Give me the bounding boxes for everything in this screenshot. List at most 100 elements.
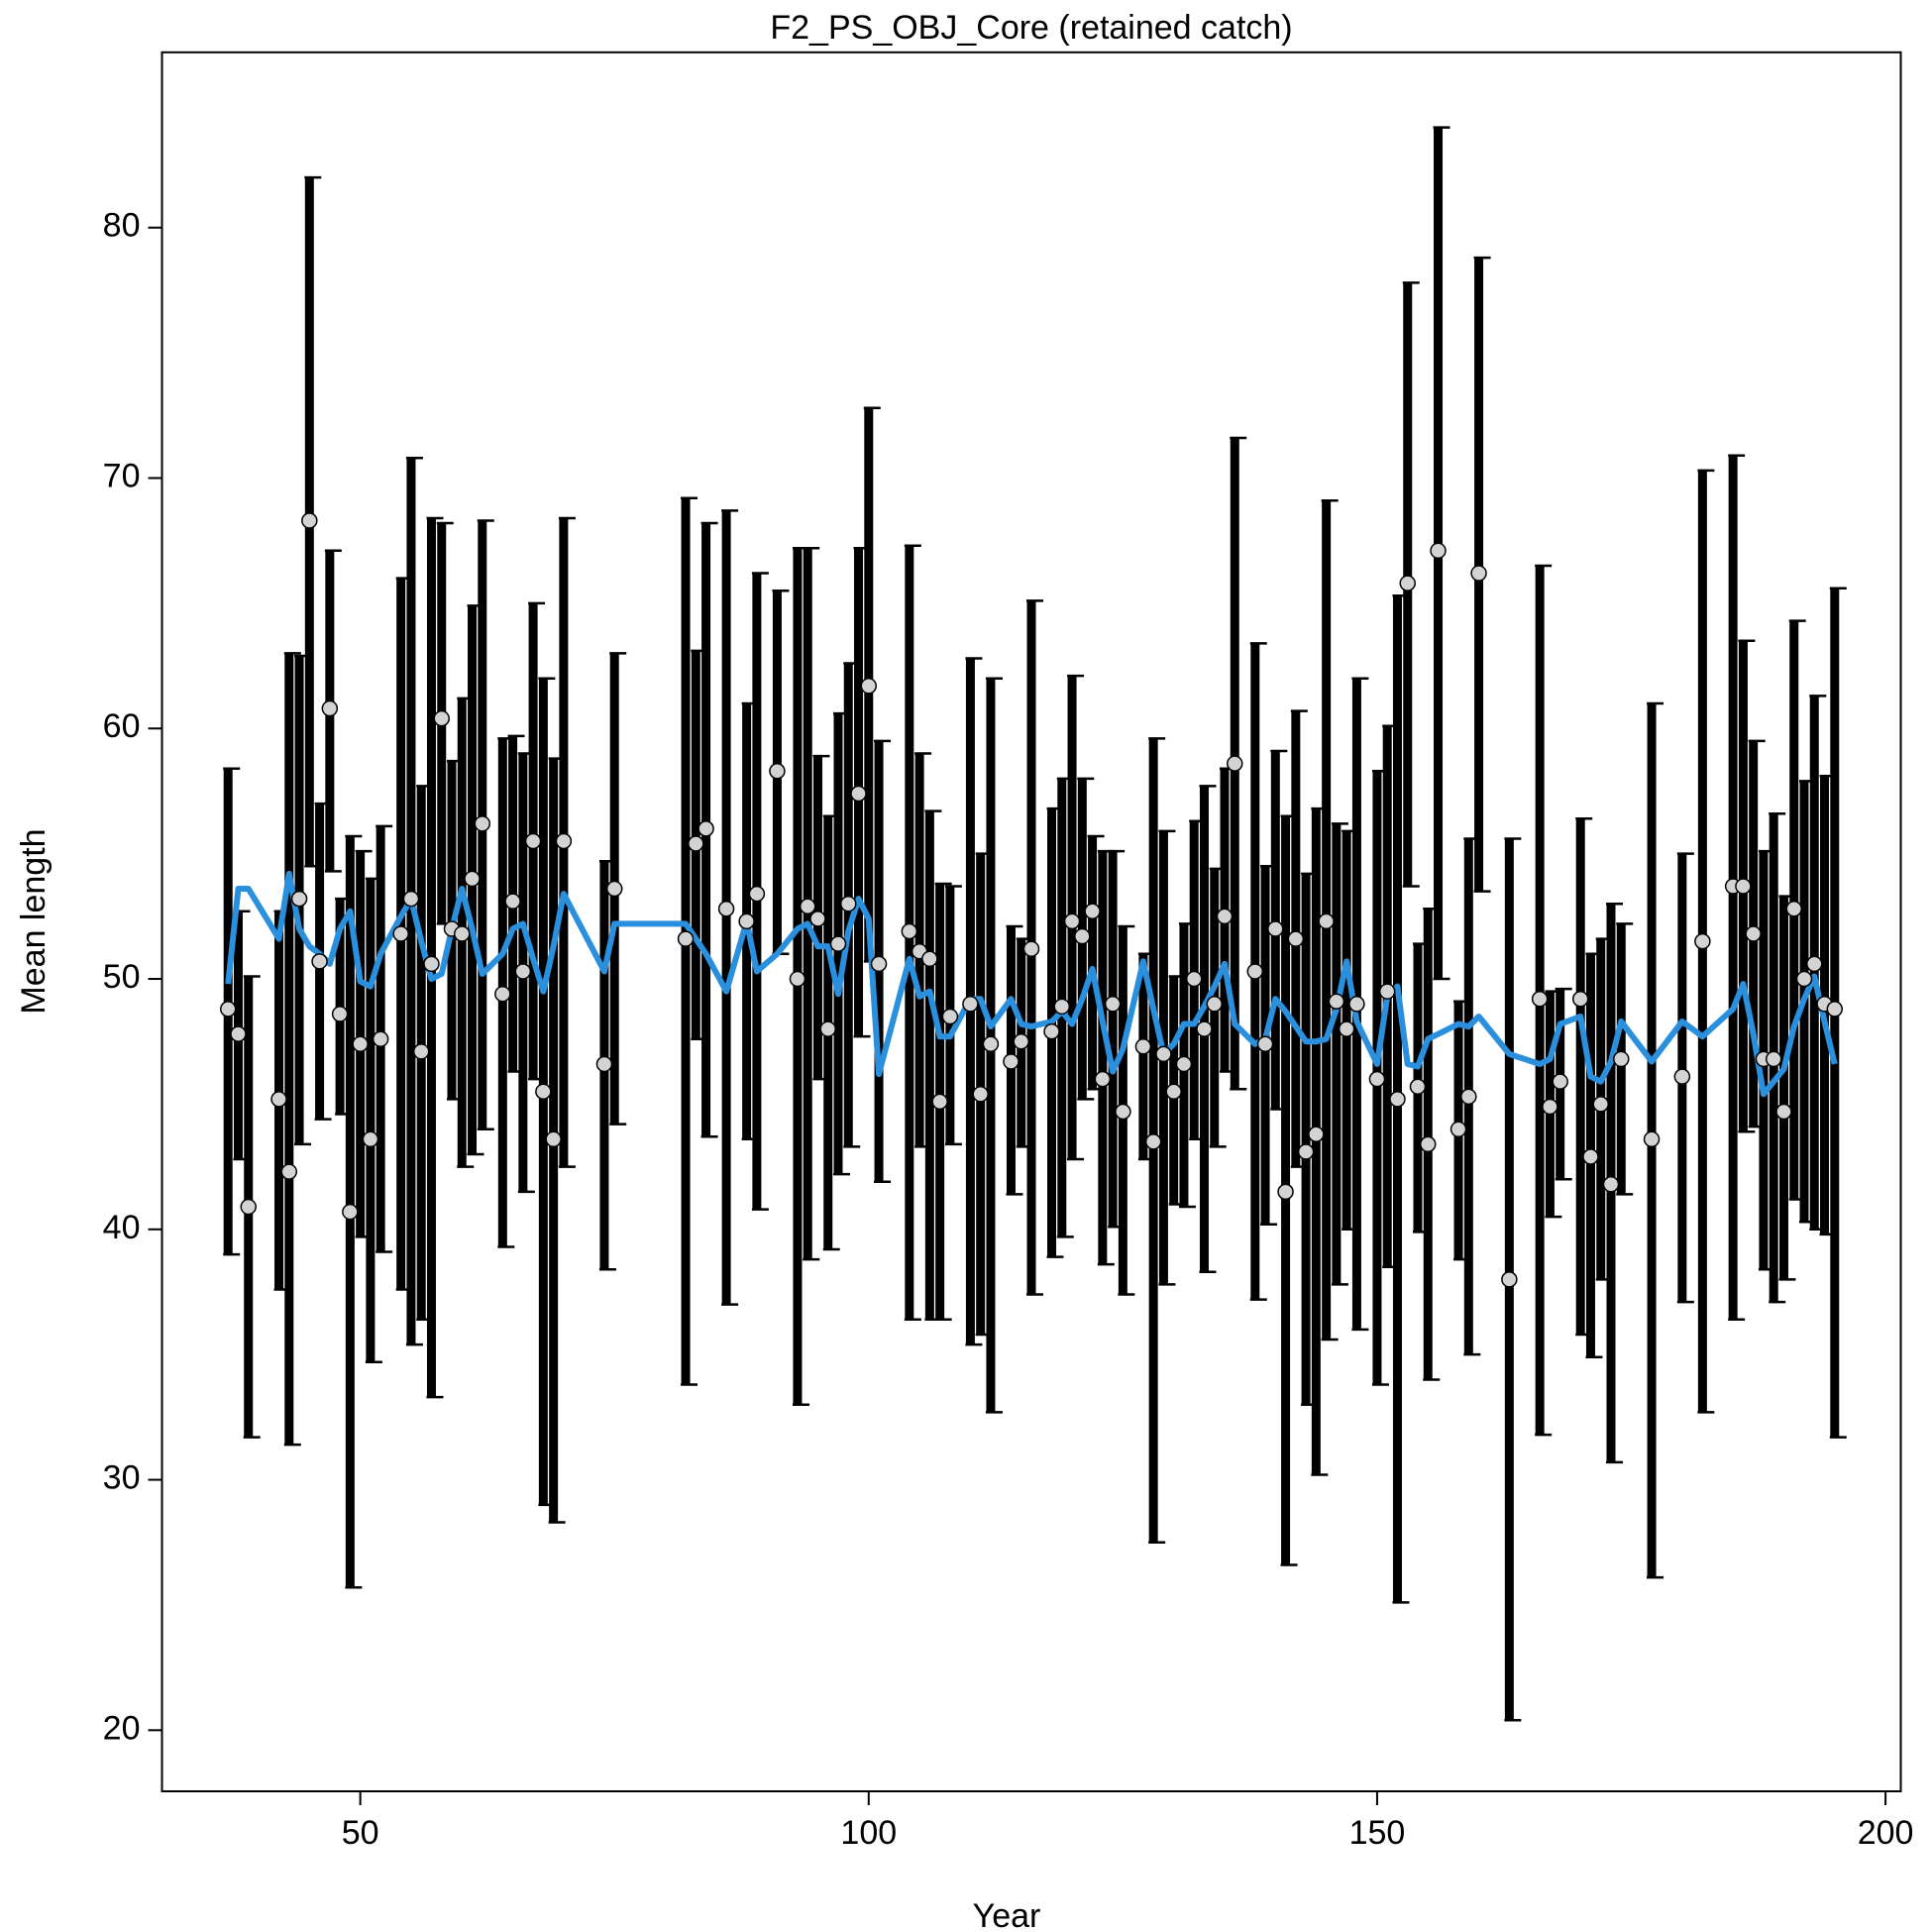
observed-point: [1399, 575, 1416, 591]
observed-point: [1256, 1035, 1274, 1052]
observed-point: [219, 1001, 237, 1018]
observed-point: [504, 893, 521, 910]
observed-point: [799, 898, 816, 914]
observed-point: [1470, 565, 1487, 582]
x-tick-label: 100: [840, 1814, 897, 1852]
y-tick-label: 50: [103, 958, 141, 996]
observed-point: [1420, 1135, 1437, 1153]
observed-point: [1775, 1103, 1792, 1121]
observed-point: [1806, 955, 1823, 973]
observed-point: [1165, 1083, 1182, 1101]
observed-point: [474, 815, 491, 832]
observed-point: [717, 901, 735, 917]
observed-point: [372, 1030, 389, 1047]
observed-point: [1216, 908, 1234, 925]
x-tick-label: 150: [1349, 1814, 1406, 1852]
observed-point: [1185, 970, 1203, 988]
chart-title: F2_PS_OBJ_Core (retained catch): [770, 9, 1292, 47]
observed-point: [1378, 983, 1396, 1000]
y-tick-label: 60: [103, 707, 141, 745]
observed-point: [1735, 878, 1752, 895]
observed-point: [1643, 1130, 1661, 1148]
observed-point: [1430, 542, 1447, 560]
plot-frame: [161, 51, 1902, 1792]
y-axis-label: Mean length: [15, 828, 53, 1014]
observed-point: [1074, 927, 1091, 945]
observed-point: [1022, 940, 1040, 957]
observed-point: [1389, 1091, 1406, 1108]
observed-point: [524, 832, 542, 850]
observed-point: [1501, 1271, 1518, 1288]
observed-point: [1542, 1098, 1558, 1116]
observed-point: [789, 970, 806, 988]
observed-point: [433, 709, 450, 727]
y-tick-label: 20: [103, 1709, 141, 1747]
observed-point: [1449, 1121, 1467, 1137]
observed-point: [1368, 1070, 1386, 1088]
observed-point: [392, 925, 409, 942]
x-tick-label: 50: [342, 1814, 379, 1852]
observed-point: [1673, 1068, 1691, 1085]
observed-point: [1287, 930, 1305, 947]
observed-point: [1531, 991, 1549, 1008]
observed-point: [677, 930, 695, 947]
observed-point: [840, 895, 857, 912]
observed-point: [1328, 993, 1345, 1011]
observed-point: [850, 785, 867, 803]
observed-point: [1227, 755, 1243, 772]
observed-point: [962, 996, 979, 1013]
observed-point: [1552, 1073, 1568, 1090]
observed-point: [941, 1008, 959, 1025]
observed-point: [1613, 1050, 1630, 1068]
observed-point: [311, 953, 328, 970]
observed-point: [1196, 1020, 1213, 1037]
observed-point: [1115, 1103, 1131, 1121]
observed-point: [352, 1035, 369, 1052]
observed-point: [464, 870, 481, 888]
observed-point: [901, 922, 918, 940]
observed-point: [230, 1025, 247, 1042]
observed-point: [1592, 1096, 1609, 1113]
observed-point: [545, 1130, 562, 1148]
observed-point: [860, 678, 878, 695]
observed-point: [982, 1035, 1000, 1052]
observed-point: [1745, 925, 1762, 942]
observed-point: [1460, 1088, 1477, 1106]
observed-point: [514, 963, 532, 980]
observed-point: [270, 1091, 287, 1108]
observed-point: [1338, 1020, 1355, 1037]
observed-point: [1155, 1045, 1172, 1063]
observed-point: [535, 1083, 552, 1101]
observed-point: [1602, 1176, 1620, 1193]
observed-point: [321, 699, 339, 717]
observed-point: [931, 1093, 948, 1111]
observed-point: [1063, 912, 1081, 930]
observed-point: [1409, 1078, 1427, 1095]
observed-point: [1348, 996, 1365, 1013]
y-tick-label: 30: [103, 1459, 141, 1497]
observed-point: [748, 885, 766, 903]
observed-point: [331, 1006, 349, 1022]
observed-point: [698, 820, 714, 837]
observed-point: [342, 1203, 359, 1221]
observed-point: [1785, 901, 1802, 917]
observed-point: [1003, 1053, 1020, 1070]
observed-point: [423, 955, 440, 973]
observed-point: [301, 512, 318, 529]
observed-point: [1765, 1050, 1782, 1068]
observed-point: [1206, 996, 1223, 1013]
observed-point: [1826, 1001, 1844, 1018]
observed-point: [290, 890, 308, 908]
observed-point: [829, 935, 847, 952]
y-tick-label: 80: [103, 207, 141, 245]
observed-point: [1795, 970, 1813, 988]
observed-point: [280, 1163, 298, 1180]
observed-point: [1043, 1022, 1060, 1040]
observed-point: [494, 985, 511, 1003]
observed-point: [362, 1130, 379, 1148]
x-tick-label: 200: [1858, 1814, 1914, 1852]
observed-point: [1084, 903, 1101, 920]
observed-point: [1308, 1126, 1325, 1142]
observed-point: [555, 832, 573, 850]
